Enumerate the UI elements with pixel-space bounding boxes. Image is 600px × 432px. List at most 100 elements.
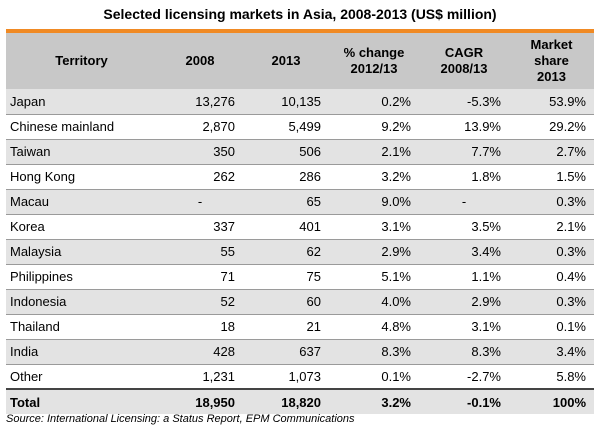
cell-territory: Hong Kong [6, 163, 157, 189]
cell-cagr: 13.9% [419, 113, 509, 139]
table-row-malaysia: Malaysia 55 62 2.9% 3.4% 0.3% [6, 238, 594, 264]
cell-pct-change: 3.2% [329, 163, 419, 189]
cell-cagr: 1.1% [419, 263, 509, 289]
cell-pct-change: 9.2% [329, 113, 419, 139]
accent-rule [6, 29, 594, 33]
cell-pct-change: 4.0% [329, 288, 419, 314]
table-row-other: Other 1,231 1,073 0.1% -2.7% 5.8% [6, 363, 594, 389]
cell-territory: Taiwan [6, 138, 157, 164]
table-row-total: Total 18,950 18,820 3.2% -0.1% 100% [6, 388, 594, 414]
cell-2008: 2,870 [157, 113, 243, 139]
cell-cagr: 2.9% [419, 288, 509, 314]
header-cagr-line1: CAGR [444, 45, 484, 60]
cell-2013: 62 [243, 238, 329, 264]
cell-cagr: 7.7% [419, 138, 509, 164]
cell-2008: 71 [157, 263, 243, 289]
cell-market-share: 0.4% [509, 263, 594, 289]
cell-territory: Macau [6, 188, 157, 214]
cell-2008: 55 [157, 238, 243, 264]
cell-cagr: 1.8% [419, 163, 509, 189]
table-row-japan: Japan 13,276 10,135 0.2% -5.3% 53.9% [6, 89, 594, 114]
cell-market-share: 0.3% [509, 238, 594, 264]
cell-territory: Japan [10, 93, 46, 109]
cell-2008: - [157, 188, 243, 214]
cell-2013: 5,499 [243, 113, 329, 139]
cell-pct-change: 0.2% [381, 93, 411, 109]
cell-market-share: 0.1% [509, 313, 594, 339]
header-market-share: Market share 2013 [509, 33, 594, 89]
header-share-line2: share [534, 53, 569, 68]
header-2008-label: 2008 [185, 53, 215, 68]
cell-pct-change: 8.3% [329, 338, 419, 364]
cell-pct-change: 0.1% [329, 363, 419, 389]
cell-territory: Other [6, 363, 157, 389]
table-row-taiwan: Taiwan 350 506 2.1% 7.7% 2.7% [6, 138, 594, 164]
table-row-macau: Macau - 65 9.0% - 0.3% [6, 188, 594, 214]
header-territory: Territory [6, 33, 157, 89]
cell-market-share: 5.8% [509, 363, 594, 389]
header-pct-line2: 2012/13 [350, 61, 398, 76]
cell-cagr: 3.1% [419, 313, 509, 339]
table-title: Selected licensing markets in Asia, 2008… [103, 6, 497, 22]
cell-territory: Korea [6, 213, 157, 239]
cell-2013: 1,073 [243, 363, 329, 389]
header-territory-label: Territory [55, 53, 108, 68]
cell-territory: Chinese mainland [6, 113, 157, 139]
cell-cagr: -2.7% [419, 363, 509, 389]
cell-cagr: -0.1% [419, 388, 509, 414]
cell-market-share: 29.2% [509, 113, 594, 139]
table-row-chinese-mainland: Chinese mainland 2,870 5,499 9.2% 13.9% … [6, 113, 594, 139]
cell-market-share: 2.1% [509, 213, 594, 239]
cell-pct-change: 5.1% [329, 263, 419, 289]
cell-market-share: 1.5% [509, 163, 594, 189]
header-cagr: CAGR 2008/13 [419, 33, 509, 89]
cell-market-share: 3.4% [509, 338, 594, 364]
table-header: Territory 2008 2013 % change 2012/13 CAG… [6, 33, 594, 89]
cell-pct-change: 2.1% [329, 138, 419, 164]
cell-2008: 1,231 [157, 363, 243, 389]
table-row-korea: Korea 337 401 3.1% 3.5% 2.1% [6, 213, 594, 239]
header-cagr-line2: 2008/13 [440, 61, 488, 76]
cell-market-share: 0.3% [509, 288, 594, 314]
cell-2013: 60 [243, 288, 329, 314]
header-share-line1: Market [530, 37, 573, 52]
cell-cagr: - [419, 188, 509, 214]
cell-2008: 13,276 [195, 93, 235, 109]
cell-cagr: -5.3% [467, 93, 501, 109]
header-pct-line1: % change [343, 45, 405, 60]
cell-2013: 286 [243, 163, 329, 189]
cell-2008: 262 [157, 163, 243, 189]
licensing-table: Territory 2008 2013 % change 2012/13 CAG… [6, 33, 594, 414]
cell-territory: Malaysia [6, 238, 157, 264]
cell-cagr: 8.3% [419, 338, 509, 364]
table-body: Japan 13,276 10,135 0.2% -5.3% 53.9% Chi… [6, 89, 594, 414]
header-2013-label: 2013 [271, 53, 301, 68]
cell-territory: Philippines [6, 263, 157, 289]
cell-territory: Indonesia [6, 288, 157, 314]
header-row: Territory 2008 2013 % change 2012/13 CAG… [6, 33, 594, 89]
table-row-thailand: Thailand 18 21 4.8% 3.1% 0.1% [6, 313, 594, 339]
table-row-indonesia: Indonesia 52 60 4.0% 2.9% 0.3% [6, 288, 594, 314]
header-2013: 2013 [243, 33, 329, 89]
cell-2008: 350 [157, 138, 243, 164]
cell-2008: 18,950 [157, 388, 243, 414]
header-share-line3: 2013 [537, 69, 566, 84]
cell-2013: 65 [243, 188, 329, 214]
cell-market-share: 2.7% [509, 138, 594, 164]
cell-cagr: 3.4% [419, 238, 509, 264]
cell-2013: 10,135 [281, 93, 321, 109]
cell-territory: Total [6, 388, 157, 414]
cell-2013: 401 [243, 213, 329, 239]
cell-2008: 52 [157, 288, 243, 314]
table-row-india: India 428 637 8.3% 8.3% 3.4% [6, 338, 594, 364]
cell-2008: 428 [157, 338, 243, 364]
cell-2013: 637 [243, 338, 329, 364]
header-pct-change: % change 2012/13 [329, 33, 419, 89]
cell-cagr: 3.5% [419, 213, 509, 239]
cell-market-share: 0.3% [509, 188, 594, 214]
source-note: Source: International Licensing: a Statu… [6, 413, 355, 425]
header-2008: 2008 [157, 33, 243, 89]
cell-2013: 506 [243, 138, 329, 164]
cell-2013: 21 [243, 313, 329, 339]
cell-2008: 337 [157, 213, 243, 239]
